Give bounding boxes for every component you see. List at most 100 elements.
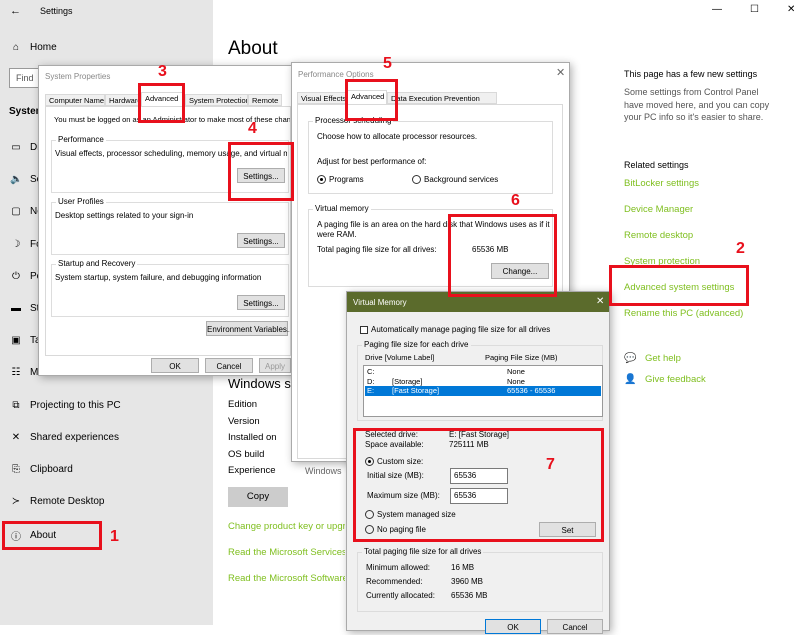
sidebar-item-projecting-to-this-pc[interactable]: ⧉ Projecting to this PC — [10, 400, 120, 411]
sidebar-item-display[interactable]: ▭ Display — [10, 142, 38, 153]
sidebar-item-about[interactable]: ⓘ About — [10, 528, 56, 543]
related-link[interactable]: Remote desktop — [624, 230, 694, 241]
sidebar-item-remote-desktop[interactable]: ≻ Remote Desktop — [10, 496, 105, 508]
ok-button[interactable]: OK — [485, 619, 541, 634]
sidebar-home[interactable]: ⌂ Home — [10, 42, 57, 53]
initial-size-input[interactable]: 65536 — [450, 468, 508, 484]
size-column-header: Paging File Size (MB) — [485, 353, 558, 362]
spec-label: OS build — [228, 448, 265, 460]
adjust-text: Adjust for best performance of: — [317, 157, 427, 166]
change-button[interactable]: Change... — [491, 263, 549, 279]
related-link[interactable]: BitLocker settings — [624, 178, 699, 189]
drive-row[interactable]: D: [Storage] None — [367, 376, 525, 386]
annotation-box-1 — [2, 521, 102, 550]
window-title: Settings — [40, 6, 73, 16]
search-input[interactable]: Find — [9, 68, 38, 88]
power-icon: ⏻ — [12, 270, 20, 282]
back-arrow-icon[interactable]: ← — [10, 5, 21, 17]
remote-desktop-icon: ≻ — [11, 496, 21, 508]
drive-row[interactable]: E: [Fast Storage] 65536 - 65536 — [365, 386, 601, 396]
sidebar-item-storage[interactable]: ▬ Storage — [10, 303, 38, 314]
tab-data-execution-prevention[interactable]: Data Execution Prevention — [387, 92, 497, 104]
related-link[interactable]: Rename this PC (advanced) — [624, 308, 744, 319]
main-link[interactable]: Change product key or upgr — [228, 521, 345, 532]
selected-drive-value: E: [Fast Storage] — [449, 430, 510, 439]
spec-label: Edition — [228, 399, 258, 410]
storage-icon: ▬ — [11, 303, 21, 314]
programs-radio[interactable]: Programs — [317, 175, 364, 185]
sidebar-item-label: Remote Desktop — [30, 496, 105, 508]
tab-computer-name[interactable]: Computer Name — [45, 94, 105, 106]
sidebar-item-clipboard[interactable]: ⎘ Clipboard — [10, 464, 73, 475]
sidebar-item-multitasking[interactable]: ☷ Multitasking — [10, 367, 38, 378]
tab-remote[interactable]: Remote — [248, 94, 282, 106]
auto-manage-checkbox[interactable]: Automatically manage paging file size fo… — [360, 325, 550, 334]
tab-hardware[interactable]: Hardware — [105, 94, 141, 106]
minimize-button[interactable]: — — [712, 4, 722, 15]
minimum-allowed-label: Minimum allowed: — [366, 563, 431, 572]
system-managed-radio[interactable]: System managed size — [365, 510, 456, 520]
startup-recovery-settings-button[interactable]: Settings... — [237, 295, 285, 310]
give-feedback-link[interactable]: Give feedback — [645, 374, 706, 385]
get-help-link[interactable]: Get help — [645, 353, 681, 364]
sidebar-item-focus-assist[interactable]: ☽ Focus assist — [10, 239, 38, 250]
close-button[interactable]: ✕ — [787, 4, 796, 15]
new-settings-text: your PC info so it's easier to share. — [624, 112, 764, 122]
sidebar-item-label: About — [30, 530, 57, 542]
close-icon[interactable]: ✕ — [596, 296, 605, 307]
copy-button[interactable]: Copy — [228, 487, 288, 507]
sidebar-item-notifications[interactable]: ▢ Notifications — [10, 206, 38, 217]
related-link[interactable]: Device Manager — [624, 204, 694, 215]
main-link[interactable]: Read the Microsoft Software — [228, 573, 345, 584]
user-profiles-settings-button[interactable]: Settings... — [237, 233, 285, 248]
dialog-title: System Properties — [45, 72, 111, 81]
recommended-value: 3960 MB — [451, 577, 484, 586]
ok-button[interactable]: OK — [151, 358, 199, 373]
admin-note: You must be logged on as an Administrato… — [54, 115, 290, 124]
experience-value: Windows — [305, 466, 342, 476]
cancel-button[interactable]: Cancel — [547, 619, 603, 634]
environment-variables-button[interactable]: Environment Variables... — [206, 321, 290, 336]
apply-button[interactable]: Apply — [259, 358, 291, 373]
vm-text: A paging file is an area on the hard dis… — [317, 220, 550, 229]
drive-row[interactable]: C: None — [367, 367, 525, 376]
no-paging-radio[interactable]: No paging file — [365, 525, 426, 535]
drive-list[interactable]: C: None D: [Storage] None E: [Fast Storage] 655… — [363, 365, 603, 417]
multitasking-icon: ☷ — [11, 367, 21, 379]
feedback-icon: 👤 — [624, 374, 637, 385]
tablet-icon: ▣ — [11, 335, 21, 347]
close-icon[interactable]: ✕ — [556, 67, 566, 79]
vm-text-2: were RAM. — [317, 230, 357, 239]
sidebar-item-shared-experiences[interactable]: ✕ Shared experiences — [10, 432, 119, 443]
spec-label: Experience — [228, 465, 276, 476]
new-settings-text: have moved here, and you can copy — [624, 99, 770, 110]
user-profiles-label: User Profiles — [56, 197, 106, 206]
sidebar-item-label: Sound — [30, 174, 38, 186]
maximize-button[interactable]: ☐ — [750, 4, 759, 15]
custom-size-radio[interactable]: Custom size: — [365, 457, 423, 467]
sidebar-item-tablet[interactable]: ▣ Tablet — [10, 335, 38, 346]
cancel-button[interactable]: Cancel — [205, 358, 253, 373]
maximum-size-input[interactable]: 65536 — [450, 488, 508, 504]
annotation-number-3: 3 — [158, 63, 167, 80]
performance-settings-button[interactable]: Settings... — [237, 168, 285, 183]
background-services-radio[interactable]: Background services — [412, 175, 498, 185]
set-button[interactable]: Set — [539, 522, 596, 537]
tab-system-protection[interactable]: System Protection — [185, 94, 248, 106]
currently-allocated-label: Currently allocated: — [366, 591, 435, 600]
selected-drive-label: Selected drive: — [365, 430, 418, 439]
dialog-title: Virtual Memory — [353, 298, 407, 307]
main-link[interactable]: Read the Microsoft Services — [228, 547, 345, 558]
sidebar-item-power-sleep[interactable]: ⏻ Power & sleep — [10, 271, 38, 282]
home-label: Home — [30, 42, 57, 53]
system-properties-dialog: System Properties Computer Name Hardware A… — [38, 65, 295, 376]
user-profiles-text: Desktop settings related to your sign-in — [55, 211, 194, 220]
related-link[interactable]: Advanced system settings — [624, 282, 735, 293]
related-link[interactable]: System protection — [624, 256, 701, 267]
annotation-number-2: 2 — [736, 240, 745, 257]
sidebar-item-sound[interactable]: 🔈 Sound — [10, 174, 38, 185]
annotation-box-4 — [228, 142, 294, 201]
annotation-number-7: 7 — [546, 456, 555, 473]
maximum-size-label: Maximum size (MB): — [367, 491, 440, 500]
tab-visual-effects[interactable]: Visual Effects — [297, 92, 347, 104]
